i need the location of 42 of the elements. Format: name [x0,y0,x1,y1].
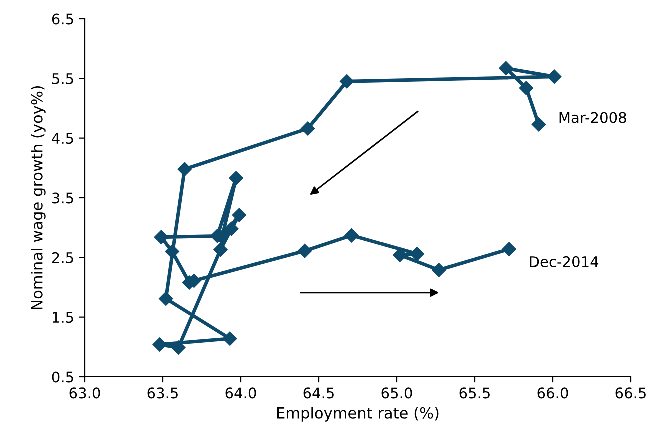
point [223,332,238,346]
point [298,244,312,258]
point [178,162,192,176]
x-tick-label: 66.0 [538,388,568,399]
point [165,244,180,259]
x-tick-label: 64.0 [226,388,256,399]
x-tick-label: 66.5 [616,388,646,399]
point [393,248,408,262]
point [301,122,316,136]
point [224,222,239,236]
point [154,230,169,244]
point [344,228,359,243]
x-tick-label: 64.5 [304,388,334,399]
point [499,61,514,76]
point [214,242,228,257]
point [340,74,354,89]
x-tick-label: 63.5 [148,388,178,399]
y-tick-label: 2.5 [52,252,74,264]
annotation: Dec-2014 [530,256,599,268]
point [519,81,534,96]
point [410,247,424,262]
point [229,171,244,186]
y-tick-label: 6.5 [52,14,74,25]
y-tick-label: 5.5 [52,74,74,84]
point [502,242,516,256]
point [232,208,247,222]
y-tick-label: 4.5 [52,133,74,144]
point [159,292,174,306]
point [172,340,186,355]
point [547,70,562,84]
y-tick-label: 1.5 [52,312,74,324]
point [432,263,446,278]
y-axis-title: Nominal wage growth (yoy%) [31,86,46,310]
x-tick-label: 65.0 [382,388,412,399]
y-tick-label: 0.5 [52,372,74,383]
point [532,118,546,132]
x-axis-title: Employment rate (%) [277,407,439,422]
point [152,338,167,352]
y-tick-label: 3.5 [52,192,74,204]
x-tick-label: 65.5 [460,388,490,399]
annotation: Mar-2008 [560,112,626,124]
x-tick-label: 63.0 [70,388,100,399]
